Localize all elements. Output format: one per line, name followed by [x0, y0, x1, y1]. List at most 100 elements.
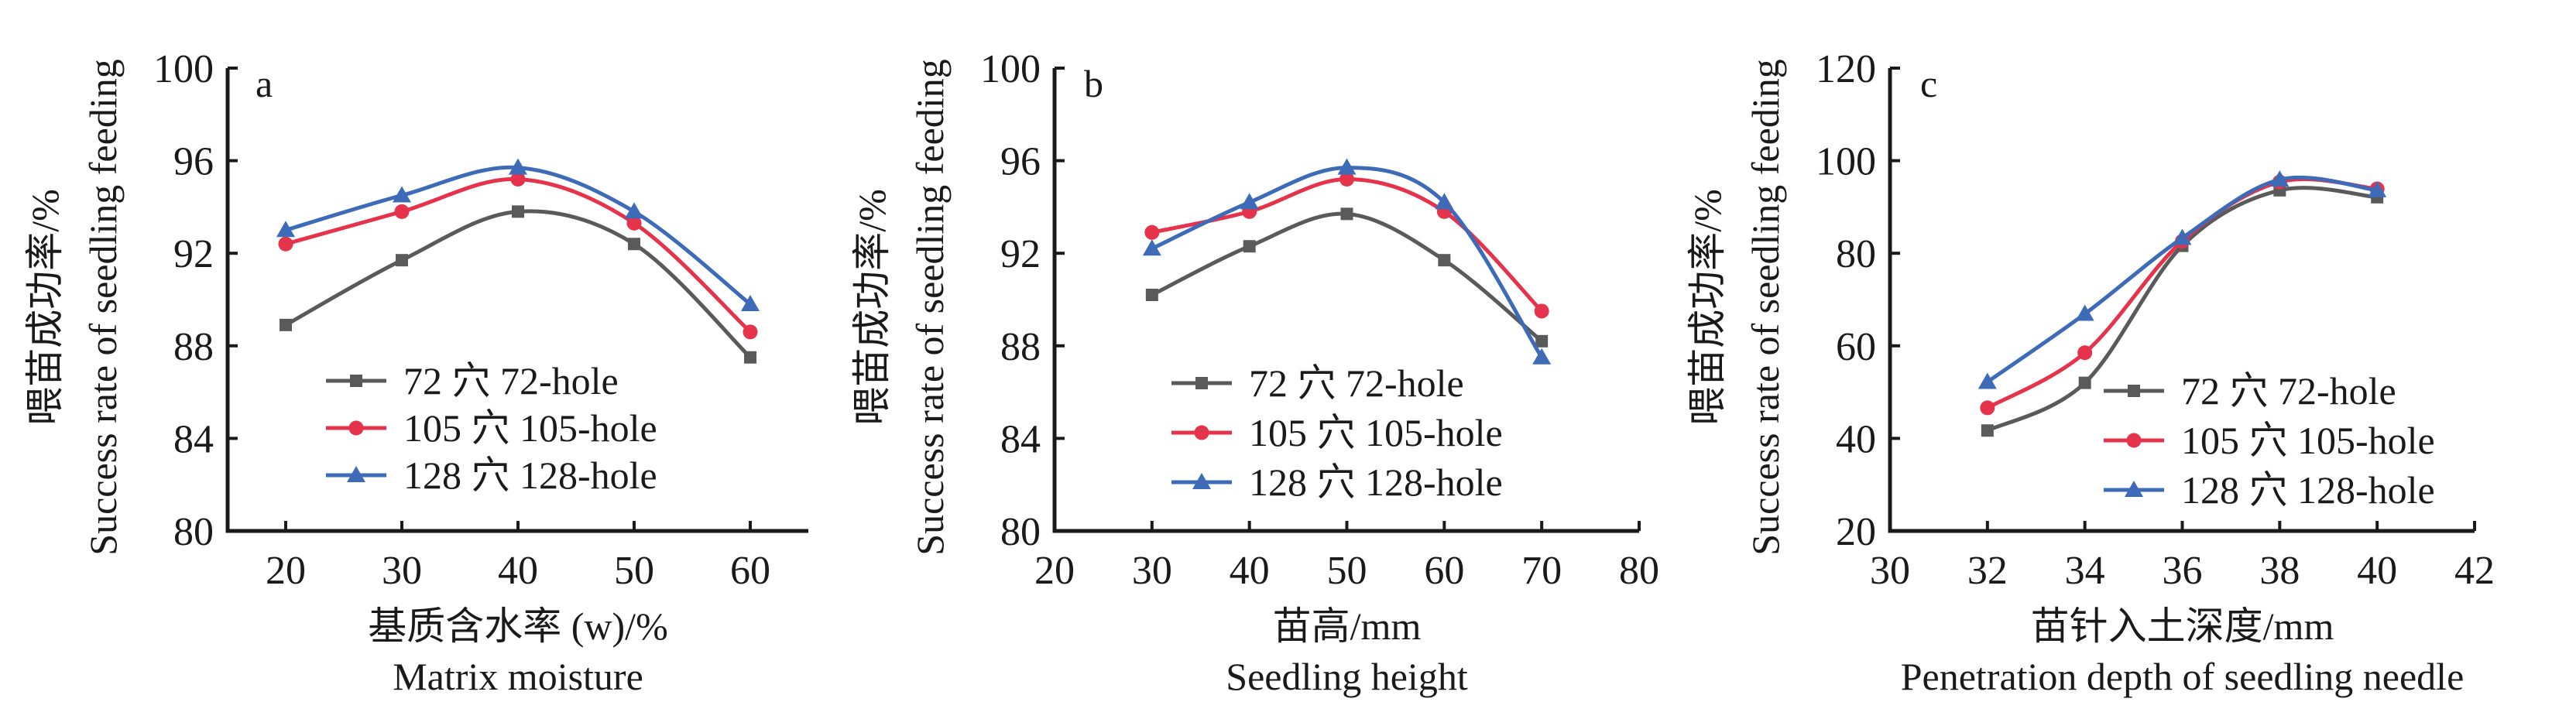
y-axis-title-en: Success rate of seedling feeding: [81, 59, 125, 555]
y-axis-title-cn: 喂苗成功率/%: [1686, 189, 1729, 426]
y-axis-title-en: Success rate of seedling feeding: [1744, 59, 1787, 555]
x-tick-label: 30: [1870, 549, 1910, 593]
data-point-circle: [1339, 172, 1354, 187]
y-tick-label: 80: [1000, 510, 1041, 554]
x-tick-label: 60: [1424, 549, 1464, 593]
x-tick-label: 42: [2454, 549, 2495, 593]
y-axis-title-cn: 喂苗成功率/%: [850, 189, 894, 426]
series-square: [1145, 207, 1549, 348]
legend-item: 128 穴 128-hole: [326, 454, 657, 497]
data-point-triangle: [393, 186, 411, 203]
y-tick-label: 100: [1816, 140, 1876, 184]
y-tick-label: 84: [173, 417, 214, 461]
legend-label: 128 穴 128-hole: [1249, 461, 1503, 504]
y-tick-label: 92: [1000, 232, 1041, 276]
legend-label: 72 穴 72-hole: [1249, 361, 1464, 405]
data-point-triangle: [1435, 193, 1454, 210]
x-tick-label: 20: [266, 549, 306, 593]
data-point-triangle: [276, 221, 295, 238]
y-tick-label: 80: [1836, 232, 1876, 276]
y-tick-label: 88: [1000, 325, 1041, 369]
x-axis-title-en: Matrix moisture: [393, 655, 643, 698]
x-axis-title-en: Penetration depth of seedling needle: [1901, 655, 2465, 698]
legend-marker-square: [1195, 377, 1208, 389]
data-point-square: [1981, 424, 1994, 437]
legend-marker-square: [2128, 385, 2140, 397]
data-point-circle: [278, 236, 293, 252]
data-point-circle: [510, 172, 526, 187]
data-point-circle: [626, 215, 642, 231]
legend-marker-triangle: [347, 466, 365, 482]
data-point-triangle: [2075, 304, 2094, 321]
series-square: [280, 205, 756, 364]
series-triangle: [276, 158, 760, 311]
y-tick-label: 80: [173, 510, 214, 554]
x-tick-label: 30: [1132, 549, 1172, 593]
y-tick-label: 120: [1816, 47, 1876, 91]
data-point-square: [2078, 376, 2091, 389]
x-tick-label: 40: [498, 549, 538, 593]
legend-label: 128 穴 128-hole: [2181, 468, 2435, 512]
legend-label: 105 穴 105-hole: [403, 406, 657, 450]
data-point-triangle: [1240, 193, 1259, 210]
data-point-circle: [394, 204, 410, 219]
y-tick-label: 60: [1836, 325, 1876, 369]
y-axis-title-en: Success rate of seedling feeding: [908, 59, 952, 555]
series-triangle: [1977, 170, 2387, 389]
x-tick-label: 38: [2259, 549, 2300, 593]
data-point-circle: [743, 324, 758, 340]
legend-label: 72 穴 72-hole: [2181, 369, 2396, 413]
x-axis-title-en: Seedling height: [1226, 655, 1468, 698]
series-line: [283, 177, 753, 334]
data-point-triangle: [625, 202, 643, 219]
data-point-square: [280, 318, 292, 331]
legend-marker-triangle: [1192, 473, 1211, 489]
data-point-triangle: [741, 294, 760, 311]
legend-marker-square: [350, 375, 362, 387]
y-tick-label: 96: [173, 140, 214, 184]
data-point-circle: [2077, 345, 2093, 361]
y-tick-label: 100: [980, 47, 1041, 91]
legend-marker-circle: [1194, 425, 1209, 440]
data-point-square: [512, 205, 524, 218]
panel-c: 20 40 60 80 100 120 30 32 34 36 38 40 42 c 苗针入土深度/mm Pe…: [1686, 47, 2495, 698]
series-triangle: [1142, 158, 1552, 365]
x-tick-label: 50: [1327, 549, 1367, 593]
x-tick-label: 32: [1967, 549, 2008, 593]
x-tick-label: 60: [730, 549, 770, 593]
legend-label: 128 穴 128-hole: [403, 454, 657, 497]
legend-item: 128 穴 128-hole: [1171, 461, 1503, 504]
x-tick-label: 20: [1034, 549, 1075, 593]
y-tick-label: 92: [173, 232, 214, 276]
y-tick-label: 84: [1000, 417, 1041, 461]
legend-item: 105 穴 105-hole: [326, 406, 657, 450]
legend-item: 72 穴 72-hole: [1171, 361, 1464, 405]
data-point-square: [744, 351, 756, 364]
x-tick-label: 40: [2357, 549, 2397, 593]
legend-marker-triangle: [2125, 481, 2143, 497]
y-tick-label: 40: [1836, 417, 1876, 461]
x-tick-label: 36: [2163, 549, 2203, 593]
data-point-triangle: [2173, 228, 2192, 245]
y-tick-label: 88: [173, 325, 214, 369]
data-point-triangle: [2368, 180, 2387, 197]
y-tick-label: 100: [153, 47, 214, 91]
series-circle: [278, 172, 758, 340]
panel-a: 80 84 88 92 96 100 20 30 40 50 60 a 基质含水率 (w)/% Matri…: [23, 47, 808, 698]
x-tick-label: 30: [382, 549, 422, 593]
data-point-triangle: [1337, 158, 1357, 175]
legend-label: 72 穴 72-hole: [403, 359, 619, 402]
data-point-square: [1340, 207, 1353, 221]
legend: 72 穴 72-hole 105 穴 105-hole 128 穴 128-hole: [2104, 369, 2435, 512]
x-axis-title-cn: 基质含水率 (w)/%: [368, 604, 667, 648]
legend-item: 72 穴 72-hole: [2104, 369, 2396, 413]
panel-b: 80 84 88 92 96 100 20 30 40 50 60 70 80 b 苗高/mm Seedlin…: [850, 47, 1659, 698]
x-axis-title-cn: 苗高/mm: [1273, 604, 1422, 648]
legend-item: 105 穴 105-hole: [2104, 419, 2435, 462]
data-point-circle: [1144, 224, 1160, 240]
x-tick-label: 50: [614, 549, 654, 593]
data-point-triangle: [1532, 348, 1552, 365]
legend-marker-circle: [2126, 433, 2142, 448]
